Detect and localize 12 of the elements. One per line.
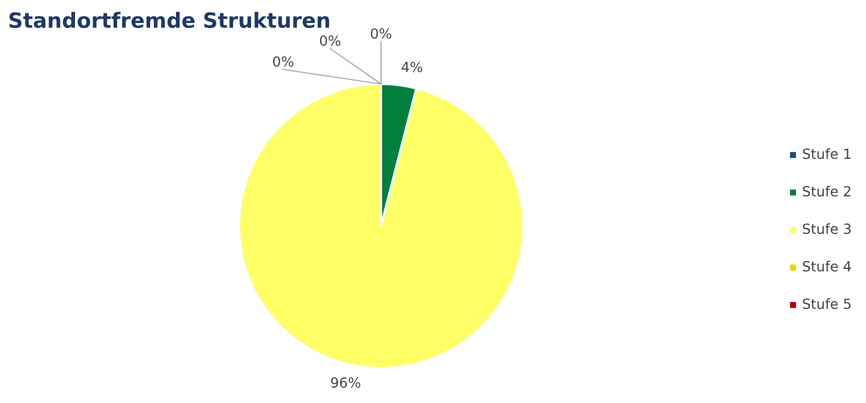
data-label: 4%	[402, 62, 422, 72]
text: 0%	[370, 28, 392, 39]
data-label: 96%	[331, 377, 360, 388]
text: 0%	[273, 56, 294, 67]
text: 0%	[320, 35, 340, 46]
legend-label: Stufe 5	[802, 298, 851, 310]
legend-label: Stufe 3	[802, 223, 851, 234]
chart-title: Standortfremde Strukturen	[9, 12, 330, 28]
legend-label: Stufe 1	[802, 148, 850, 160]
legend-label: Stufe 4	[802, 260, 851, 272]
pie-slice	[238, 82, 524, 370]
legend-label: Stufe 2	[802, 186, 850, 197]
